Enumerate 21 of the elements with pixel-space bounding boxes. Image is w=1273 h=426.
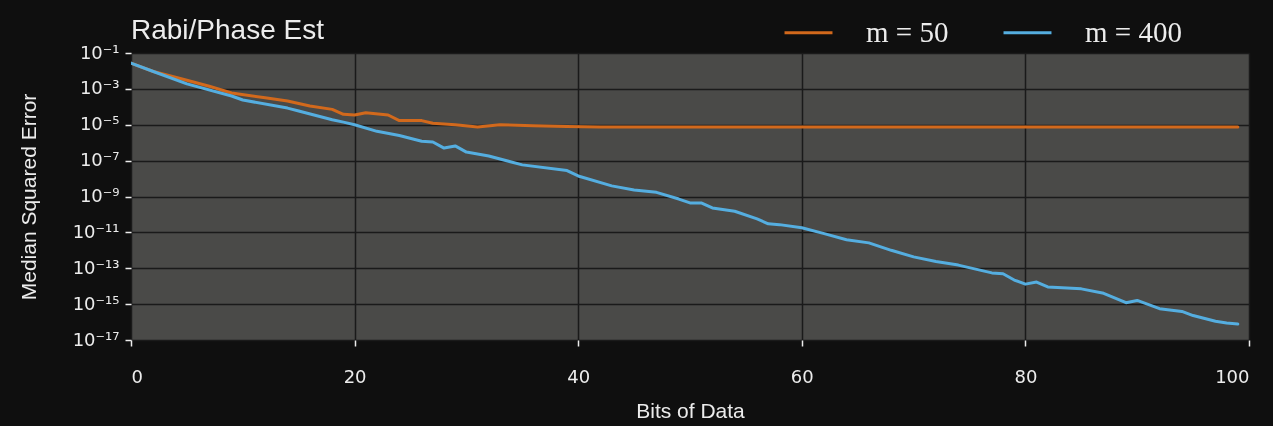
y-tick-label: 10⁻⁷ bbox=[79, 149, 120, 171]
y-tick-label: 10⁻¹³ bbox=[72, 256, 120, 278]
x-tick-label: 80 bbox=[1014, 365, 1038, 387]
y-tick-label: 10⁻⁹ bbox=[79, 185, 120, 206]
x-tick-label: 0 bbox=[131, 365, 143, 387]
chart-title: Rabi/Phase Est bbox=[131, 14, 325, 45]
y-tick-label: 10⁻³ bbox=[79, 77, 120, 99]
x-tick-label: 40 bbox=[567, 365, 591, 387]
y-axis-title: Median Squared Error bbox=[16, 93, 40, 301]
y-tick-label: 10⁻¹⁷ bbox=[72, 328, 120, 350]
x-axis-title: Bits of Data bbox=[636, 398, 746, 422]
y-tick-label: 10⁻¹ bbox=[79, 41, 120, 63]
y-tick-label: 10⁻¹¹ bbox=[72, 220, 120, 242]
y-tick-label: 10⁻⁵ bbox=[79, 113, 120, 135]
x-tick-label: 20 bbox=[343, 365, 367, 387]
x-tick-label: 60 bbox=[790, 365, 814, 387]
y-tick-label: 10⁻¹⁵ bbox=[72, 292, 120, 314]
legend-label: m = 50 bbox=[866, 15, 949, 48]
legend-label: m = 400 bbox=[1085, 15, 1182, 48]
line-series bbox=[131, 61, 1240, 326]
x-tick-label: 100 bbox=[1215, 365, 1250, 387]
